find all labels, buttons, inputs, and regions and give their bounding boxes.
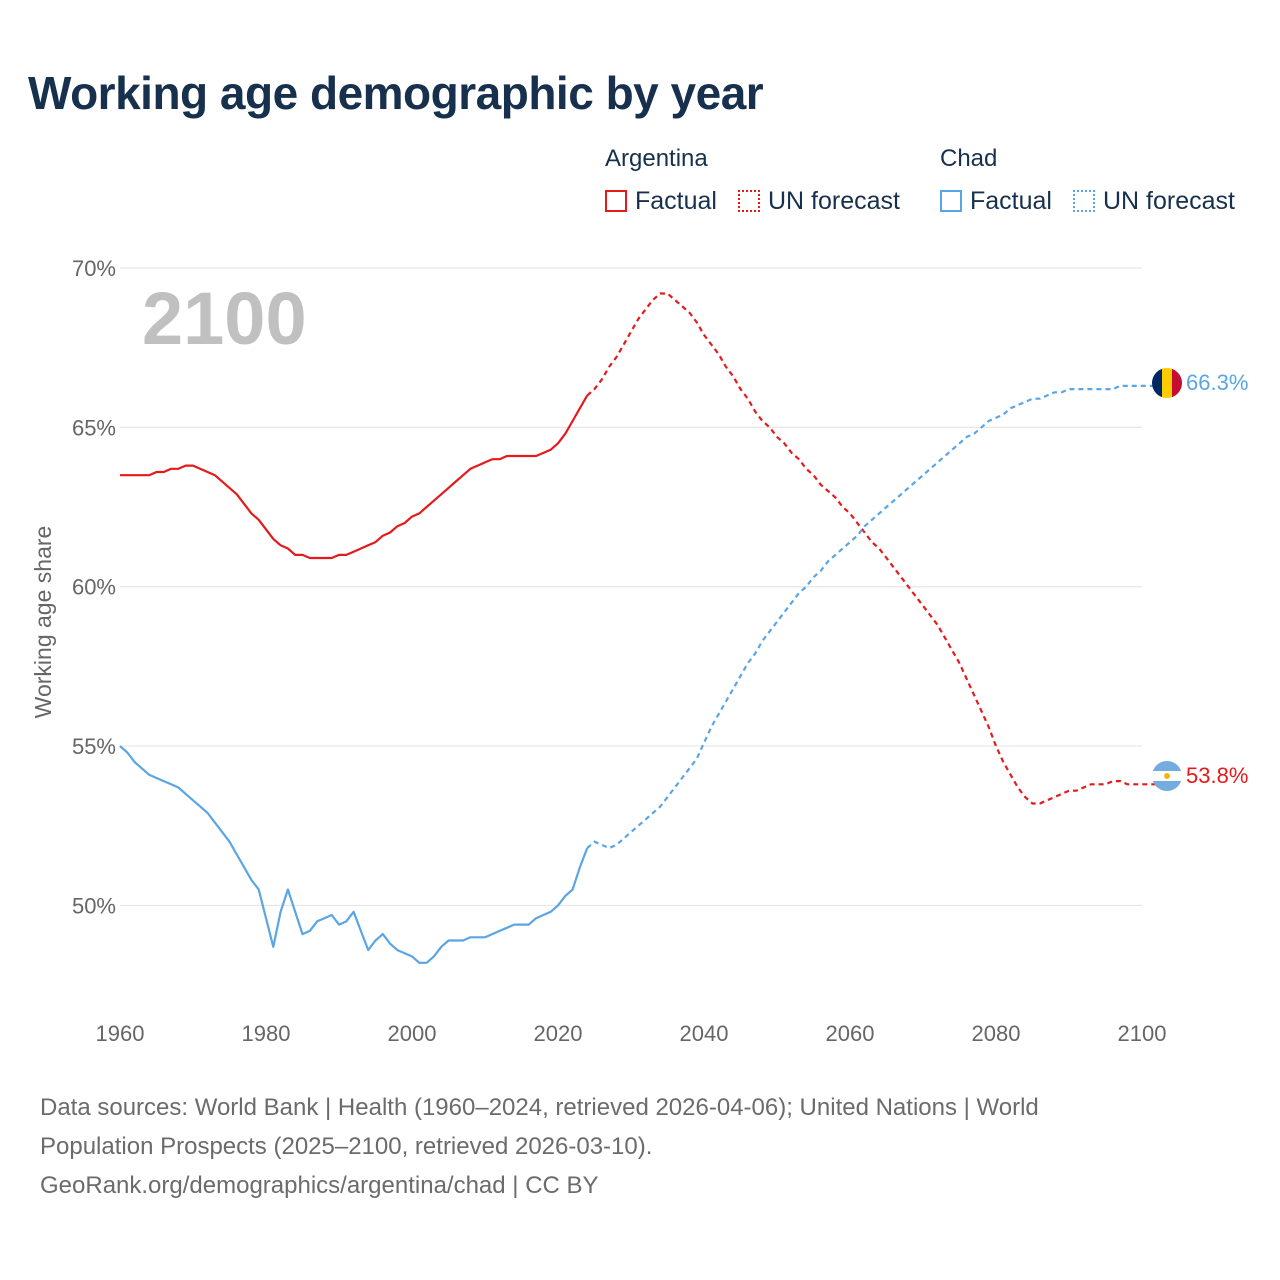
y-tick-label-60: 60% xyxy=(72,575,116,600)
legend-chad-label: Chad xyxy=(940,145,998,172)
legend-argentina-label: Argentina xyxy=(605,145,708,172)
y-tick-label-50: 50% xyxy=(72,893,116,918)
footer-line-1: Data sources: World Bank | Health (1960–… xyxy=(40,1094,1039,1121)
x-tick-label-2020: 2020 xyxy=(534,1021,583,1046)
legend-text-argentina-forecast: UN forecast xyxy=(768,186,900,215)
legend-text-argentina-factual: Factual xyxy=(635,186,717,215)
legend-text-chad-factual: Factual xyxy=(970,186,1052,215)
chad-factual-line xyxy=(119,745,589,964)
x-tick-label-1960: 1960 xyxy=(96,1021,145,1046)
footer-sources: Data sources: World Bank | Health (1960–… xyxy=(40,1088,1220,1205)
legend-text-chad-forecast: UN forecast xyxy=(1103,186,1235,215)
x-tick-label-2080: 2080 xyxy=(972,1021,1021,1046)
chart-title: Working age demographic by year xyxy=(28,67,764,119)
y-tick-label-70: 70% xyxy=(72,256,116,281)
legend-swatch-argentina-factual xyxy=(605,190,627,212)
chad-flag-icon xyxy=(1152,368,1182,398)
argentina-flag-icon xyxy=(1152,761,1182,791)
argentina-end-label: 53.8% xyxy=(1186,763,1248,788)
footer-line-3: GeoRank.org/demographics/argentina/chad … xyxy=(40,1172,599,1199)
y-axis-label: Working age share xyxy=(30,526,56,719)
chad-forecast-line xyxy=(586,384,1175,850)
legend-swatch-chad-forecast xyxy=(1073,190,1095,212)
legend-chad-forecast[interactable]: UN forecast xyxy=(1073,186,1235,216)
legend-argentina-factual[interactable]: Factual xyxy=(605,186,717,216)
legend-argentina-forecast[interactable]: UN forecast xyxy=(738,186,900,216)
line-chart: 50% 55% 60% 65% 70% 1960 1980 2000 2020 2040 2060 2… xyxy=(30,256,1248,1046)
x-tick-label-2000: 2000 xyxy=(388,1021,437,1046)
x-tick-label-1980: 1980 xyxy=(242,1021,291,1046)
legend-chad-factual[interactable]: Factual xyxy=(940,186,1052,216)
argentina-factual-line xyxy=(120,394,589,560)
legend-swatch-argentina-forecast xyxy=(738,190,760,212)
legend-swatch-chad-factual xyxy=(940,190,962,212)
y-tick-label-65: 65% xyxy=(72,415,116,440)
footer-line-2: Population Prospects (2025–2100, retriev… xyxy=(40,1133,653,1160)
argentina-forecast-line xyxy=(586,292,1175,805)
chad-end-label: 66.3% xyxy=(1186,370,1248,395)
x-tick-label-2060: 2060 xyxy=(826,1021,875,1046)
x-tick-label-2040: 2040 xyxy=(680,1021,729,1046)
y-tick-label-55: 55% xyxy=(72,734,116,759)
x-tick-label-2100: 2100 xyxy=(1118,1021,1167,1046)
year-watermark: 2100 xyxy=(142,277,307,360)
